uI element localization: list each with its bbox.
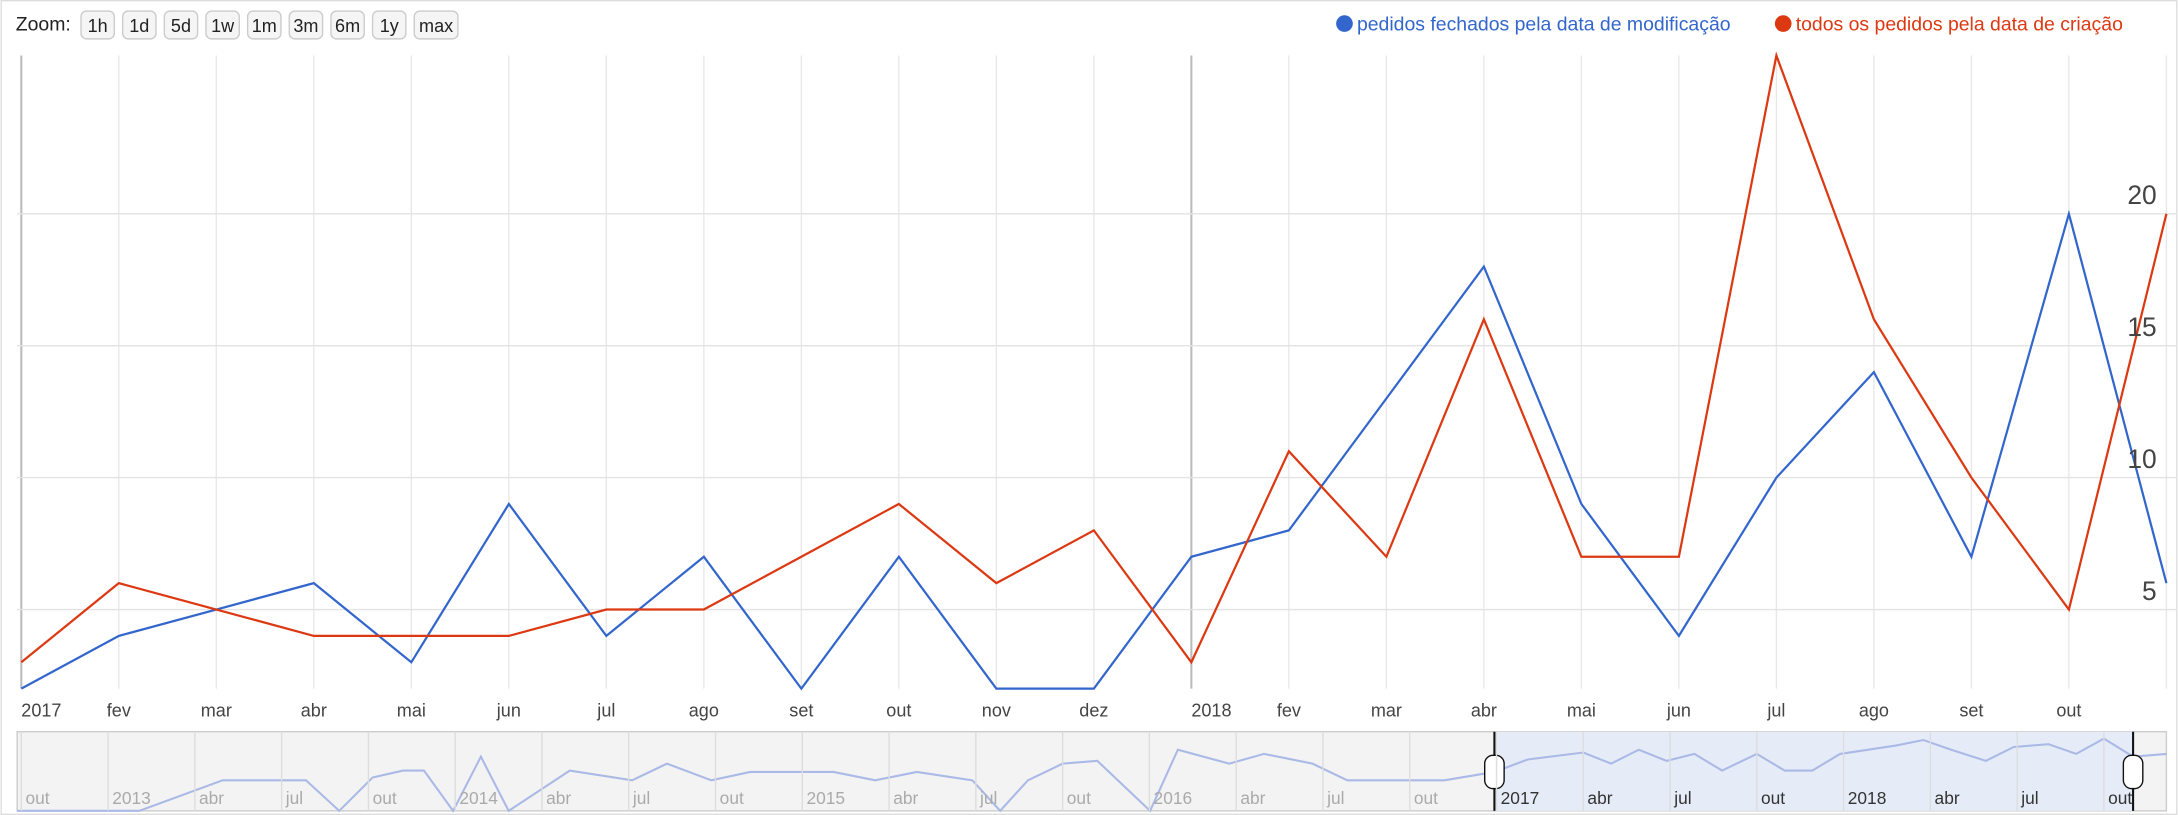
navigator-label: out (720, 788, 744, 808)
x-tick-label: 2017 (21, 700, 61, 720)
legend-marker (1774, 15, 1792, 32)
x-tick-label: out (886, 700, 911, 720)
x-tick-label: set (1959, 700, 1983, 720)
navigator-label: 2016 (1154, 788, 1193, 808)
x-tick-label: nov (982, 700, 1011, 720)
zoom-button[interactable] (80, 10, 116, 40)
zoom-button[interactable] (163, 10, 199, 40)
navigator-label: abr (893, 788, 918, 808)
zoom-button[interactable] (205, 10, 240, 40)
navigator-label: out (25, 788, 49, 808)
navigator-line (17, 737, 2167, 813)
zoom-button-label[interactable]: 1y (380, 16, 399, 36)
navigator-label: 2013 (112, 788, 151, 808)
zoom-button-label[interactable]: 5d (171, 16, 191, 36)
navigator-label: out (1414, 788, 1438, 808)
navigator-label: out (373, 788, 397, 808)
zoom-button-label[interactable]: 1w (211, 16, 235, 36)
x-tick-label: 2018 (1191, 700, 1231, 720)
x-tick-label: ago (1859, 700, 1889, 720)
zoom-button[interactable] (413, 10, 459, 40)
series-line (20, 51, 2168, 665)
toolbar: Zoom: 1h 1d 5d 1w 1m 3m 6m 1y max (16, 10, 459, 40)
range-navigator: out 2013 abr jul out 2014 abr jul out 2015 abr jul o… (16, 731, 2168, 813)
navigator-handle[interactable] (2122, 754, 2144, 790)
navigator-label: 2018 (1848, 788, 1887, 808)
legend-label: pedidos fechados pela data de modificaçã… (1357, 14, 1731, 36)
zoom-button[interactable] (121, 10, 157, 40)
x-tick-label: jun (1666, 700, 1691, 720)
legend: pedidos fechados pela data de modificaçã… (1336, 14, 2123, 36)
navigator-label: abr (1587, 788, 1612, 808)
legend-marker (1336, 15, 1353, 32)
x-tick-label: set (789, 700, 813, 720)
zoom-button-label[interactable]: 1d (129, 16, 149, 36)
navigator-label: jul (285, 788, 303, 808)
navigator-label: jul (1673, 788, 1691, 808)
zoom-button-label[interactable]: 1m (252, 16, 277, 36)
zoom-button-label[interactable]: 1h (88, 16, 108, 36)
zoom-label: Zoom: (16, 14, 71, 36)
y-tick-label: 5 (2142, 576, 2157, 606)
x-tick-label: mai (397, 700, 426, 720)
navigator-label: jul (2020, 788, 2038, 808)
navigator-handle[interactable] (1484, 754, 1505, 790)
zoom-button[interactable] (246, 10, 282, 40)
x-tick-label: out (2056, 700, 2081, 720)
lines (20, 51, 2168, 691)
navigator-label: abr (199, 788, 224, 808)
x-tick-label: fev (1277, 700, 1301, 720)
navigator-selection (1494, 731, 2134, 811)
navigator-label: abr (546, 788, 571, 808)
x-tick-label: abr (301, 700, 327, 720)
x-tick-label: jul (596, 700, 615, 720)
navigator-label: 2014 (459, 788, 498, 808)
navigator-label: out (2108, 788, 2132, 808)
x-tick-label: dez (1079, 700, 1108, 720)
legend-label: todos os pedidos pela data de criação (1796, 14, 2123, 36)
zoom-button[interactable] (288, 10, 324, 40)
x-tick-label: abr (1471, 700, 1497, 720)
x-tick-label: jul (1766, 700, 1785, 720)
navigator-label: jul (1326, 788, 1344, 808)
x-tick-label: mar (1371, 700, 1402, 720)
y-tick-label: 10 (2127, 444, 2156, 474)
navigator-label: 2015 (806, 788, 845, 808)
y-tick-label: 15 (2127, 312, 2156, 342)
x-tick-label: mar (201, 700, 232, 720)
navigator-label: 2017 (1501, 788, 1540, 808)
zoom-button[interactable] (330, 10, 365, 40)
zoom-button-label[interactable]: max (419, 16, 453, 36)
y-tick-label: 20 (2127, 180, 2156, 210)
x-tick-label: mai (1567, 700, 1596, 720)
navigator-label: abr (1240, 788, 1265, 808)
navigator-label: jul (632, 788, 650, 808)
zoom-button-label[interactable]: 3m (293, 16, 318, 36)
x-tick-label: fev (107, 700, 131, 720)
navigator-label: jul (979, 788, 997, 808)
navigator-label: out (1067, 788, 1091, 808)
navigator-label: out (1761, 788, 1785, 808)
zoom-button[interactable] (371, 10, 407, 40)
axis: 2017 fev mar abr mai jun jul ago set out nov dez 201… (21, 180, 2156, 720)
navigator-label: abr (1935, 788, 1960, 808)
x-tick-label: jun (496, 700, 521, 720)
zoom-button-label[interactable]: 6m (335, 16, 360, 36)
x-tick-label: ago (689, 700, 719, 720)
